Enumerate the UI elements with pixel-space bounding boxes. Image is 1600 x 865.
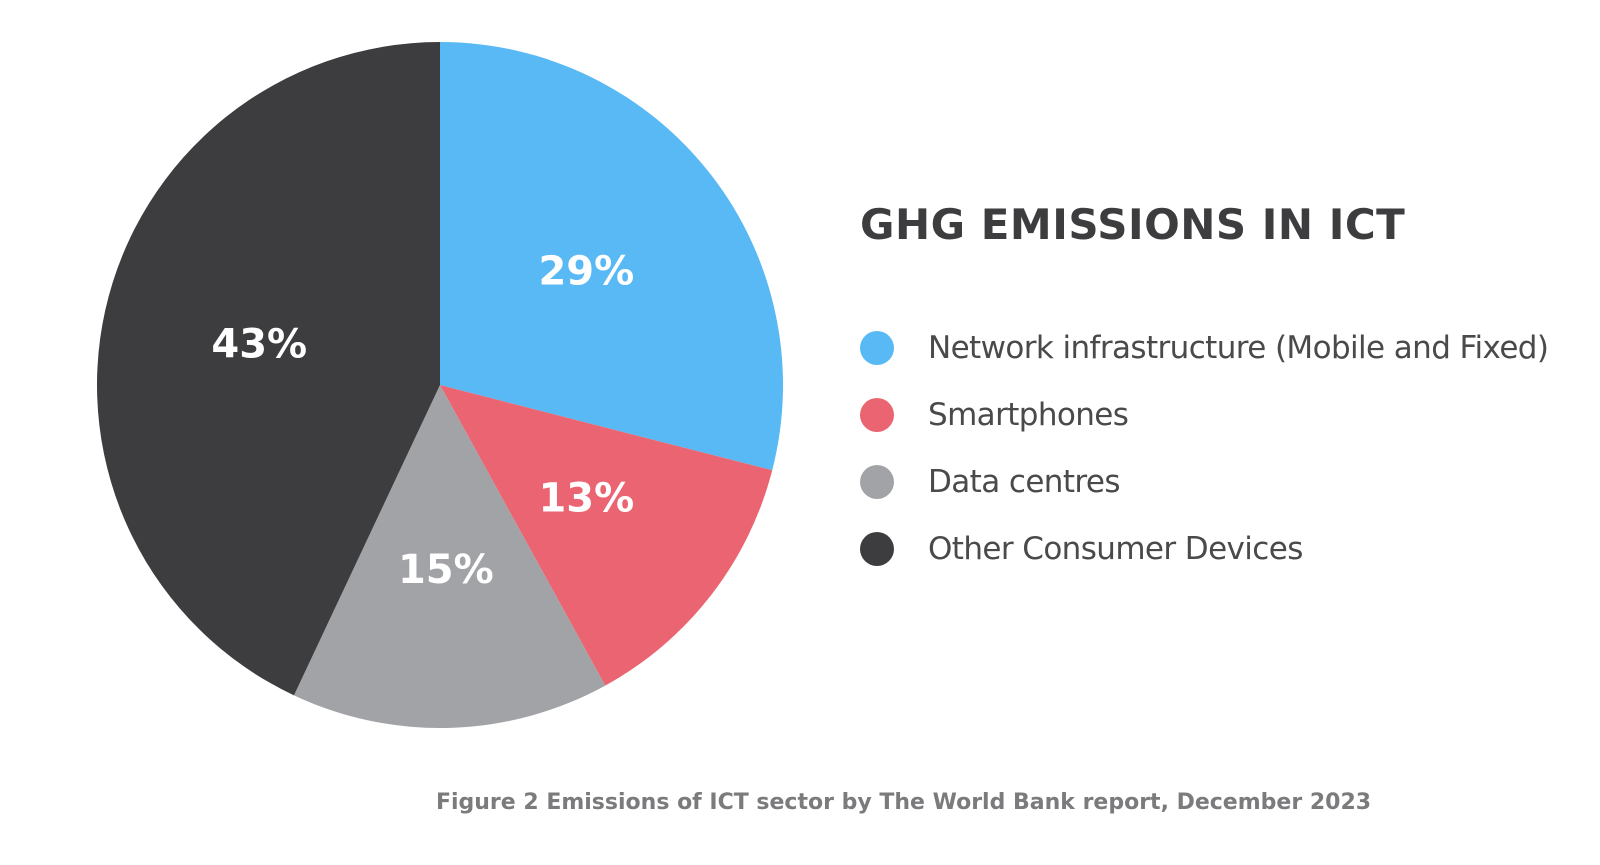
pie-slice-network-infrastructure <box>440 42 783 471</box>
chart-title: GHG EMISSIONS IN ICT <box>860 200 1406 249</box>
pie-slice-smartphones <box>440 385 773 686</box>
pie-slice-labels: 29% 13% 15% 43% <box>211 248 634 593</box>
pie-slice-data-centres <box>293 385 606 728</box>
legend: Network infrastructure (Mobile and Fixed… <box>860 314 1549 582</box>
slice-label-network-infrastructure: 29% <box>538 248 634 294</box>
legend-label-data-centres: Data centres <box>928 463 1120 500</box>
legend-label-other-consumer-devices: Other Consumer Devices <box>928 530 1303 567</box>
legend-label-smartphones: Smartphones <box>928 396 1129 433</box>
pie-slices <box>97 42 783 728</box>
legend-swatch-smartphones <box>860 397 894 432</box>
legend-item-network-infrastructure: Network infrastructure (Mobile and Fixed… <box>860 314 1549 381</box>
legend-label-network-infrastructure: Network infrastructure (Mobile and Fixed… <box>928 329 1549 366</box>
legend-swatch-other-consumer-devices <box>860 531 894 566</box>
legend-item-other-consumer-devices: Other Consumer Devices <box>860 515 1548 582</box>
legend-item-data-centres: Data centres <box>860 448 1548 515</box>
legend-item-smartphones: Smartphones <box>860 381 1548 448</box>
legend-swatch-network-infrastructure <box>860 330 894 365</box>
legend-swatch-data-centres <box>860 464 894 499</box>
slice-label-other-consumer-devices: 43% <box>211 322 307 368</box>
figure-caption: Figure 2 Emissions of ICT sector by The … <box>435 790 1372 815</box>
slice-label-data-centres: 15% <box>398 547 494 593</box>
slice-label-smartphones: 13% <box>538 476 634 522</box>
pie-slice-other-consumer-devices <box>97 42 440 696</box>
